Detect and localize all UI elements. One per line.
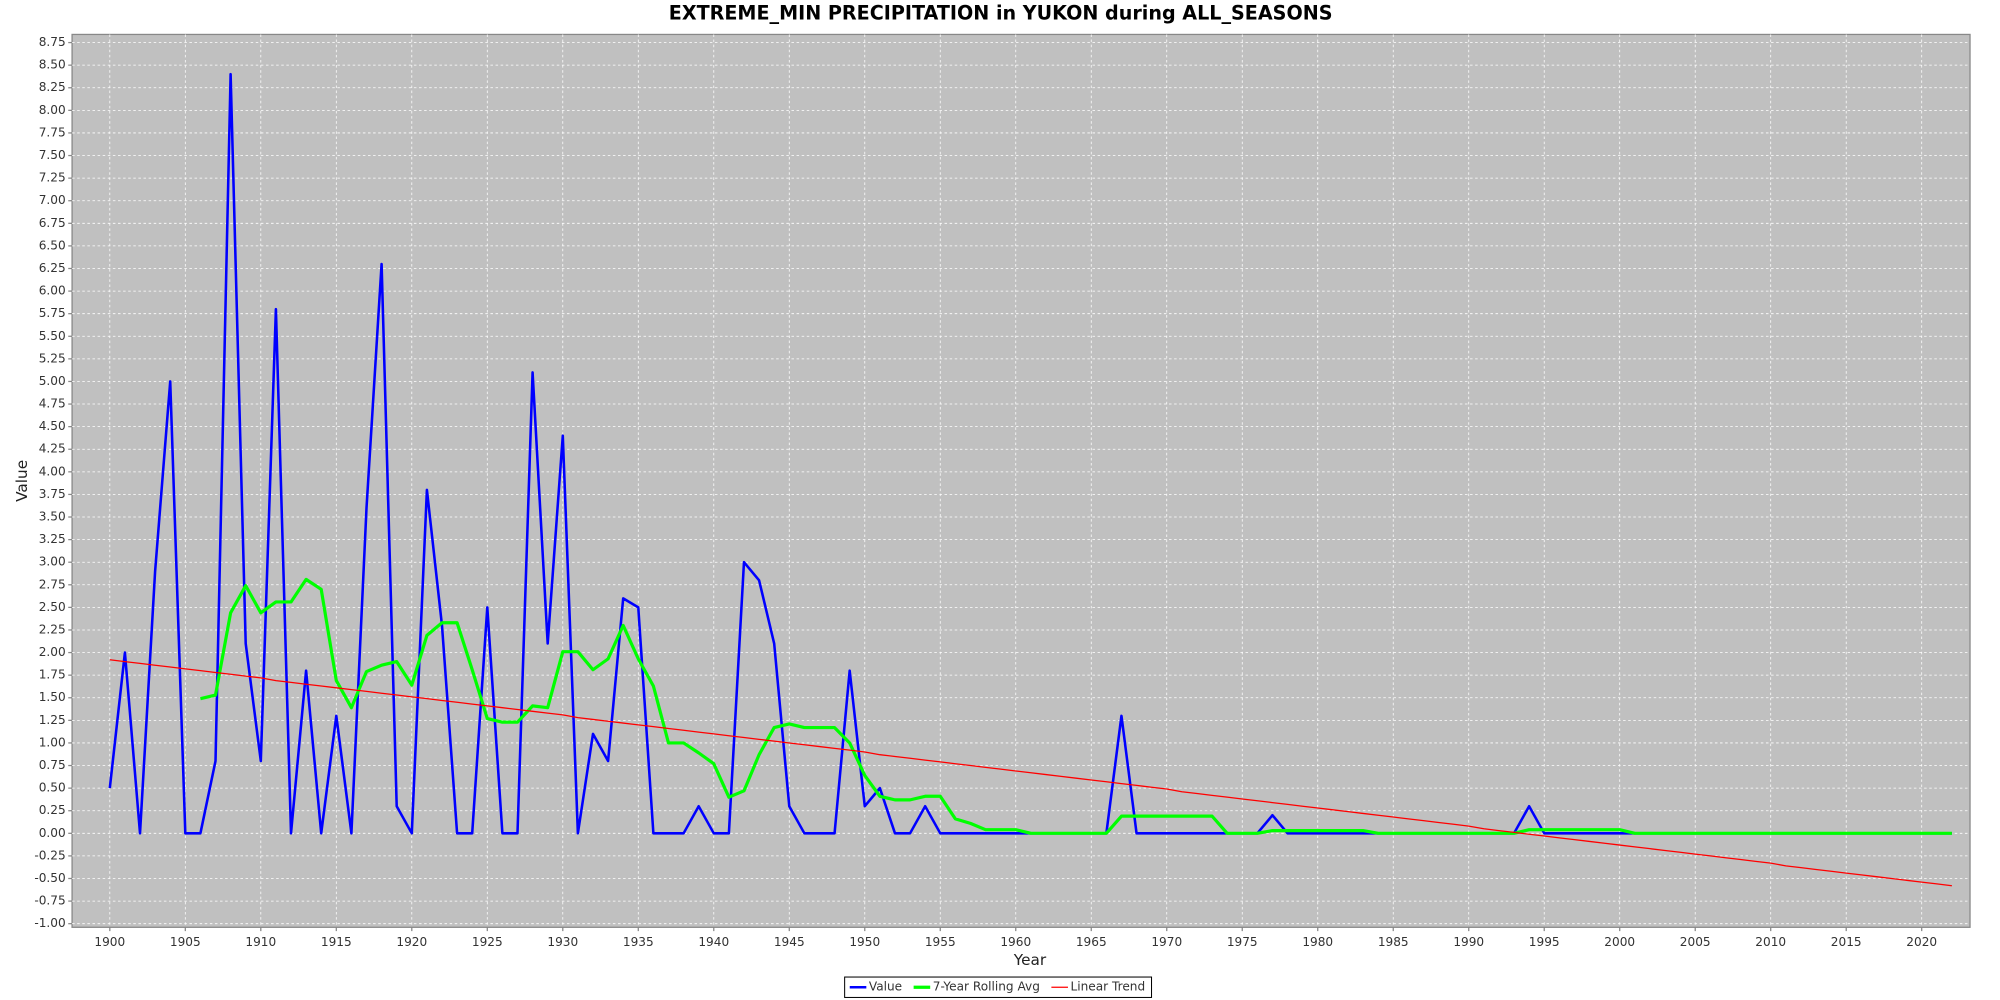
- legend: Value 7-Year Rolling Avg Linear Trend: [844, 976, 1153, 998]
- x-tick-label: 1920: [396, 935, 427, 949]
- plot-area: [71, 33, 1971, 928]
- x-tick-label: 1910: [245, 935, 276, 949]
- legend-label: Value: [869, 980, 902, 994]
- y-tick-label: 3.75: [39, 487, 66, 501]
- y-tick-label: 7.25: [39, 171, 66, 185]
- y-tick-label: -0.25: [34, 848, 65, 862]
- x-tick-label: 1990: [1453, 935, 1484, 949]
- x-tick-label: 2010: [1755, 935, 1786, 949]
- y-tick-label: 5.25: [39, 351, 66, 365]
- x-tick-label: 1940: [698, 935, 729, 949]
- x-tick-label: 1970: [1151, 935, 1182, 949]
- x-tick-label: 2015: [1831, 935, 1862, 949]
- y-tick-label: 2.00: [39, 645, 66, 659]
- y-tick-label: 4.25: [39, 442, 66, 456]
- y-tick-label: 7.50: [39, 148, 66, 162]
- legend-label: Linear Trend: [1071, 980, 1146, 994]
- x-tick-label: 1950: [849, 935, 880, 949]
- chart-title: EXTREME_MIN PRECIPITATION in YUKON durin…: [669, 2, 1333, 25]
- x-axis-label: Year: [1013, 951, 1047, 969]
- y-tick-label: 0.00: [39, 826, 66, 840]
- y-tick-label: 4.50: [39, 419, 66, 433]
- legend-box: [844, 976, 1153, 998]
- x-tick-label: 1980: [1302, 935, 1333, 949]
- y-tick-label: 3.25: [39, 532, 66, 546]
- y-tick-label: 0.50: [39, 781, 66, 795]
- x-tick-label: 1985: [1378, 935, 1409, 949]
- y-tick-label: 3.00: [39, 555, 66, 569]
- y-tick-label: 8.50: [39, 58, 66, 72]
- series-line: [109, 659, 1952, 887]
- x-tick-label: 1900: [94, 935, 125, 949]
- y-tick-label: -0.50: [34, 871, 65, 885]
- y-tick-label: 2.50: [39, 600, 66, 614]
- y-axis-label: Value: [13, 460, 31, 502]
- x-tick-label: 2000: [1604, 935, 1635, 949]
- x-tick-label: 1945: [774, 935, 805, 949]
- x-tick-label: 2005: [1680, 935, 1711, 949]
- x-tick-label: 1955: [925, 935, 956, 949]
- y-tick-label: 6.25: [39, 261, 66, 275]
- x-tick-label: 1960: [1000, 935, 1031, 949]
- x-tick-label: 2020: [1906, 935, 1937, 949]
- series-line: [200, 577, 1952, 835]
- x-tick-label: 1925: [472, 935, 503, 949]
- y-tick-label: 1.50: [39, 690, 66, 704]
- y-tick-label: 4.75: [39, 397, 66, 411]
- y-tick-label: -0.75: [34, 894, 65, 908]
- y-tick-label: 4.00: [39, 464, 66, 478]
- y-tick-label: 5.75: [39, 306, 66, 320]
- y-tick-label: 6.50: [39, 238, 66, 252]
- x-tick-label: 1915: [321, 935, 352, 949]
- y-tick-label: 1.25: [39, 713, 66, 727]
- y-tick-label: 3.50: [39, 510, 66, 524]
- x-tick-label: 1930: [547, 935, 578, 949]
- x-tick-label: 1995: [1529, 935, 1560, 949]
- y-tick-label: 2.25: [39, 622, 66, 636]
- y-tick-label: 0.25: [39, 803, 66, 817]
- y-tick-label: 1.00: [39, 735, 66, 749]
- y-tick-label: 7.00: [39, 193, 66, 207]
- legend-label: 7-Year Rolling Avg: [933, 980, 1040, 994]
- y-tick-label: 1.75: [39, 668, 66, 682]
- y-tick-label: 2.75: [39, 577, 66, 591]
- y-tick-label: 8.75: [39, 35, 66, 49]
- y-tick-label: 8.00: [39, 103, 66, 117]
- y-tick-label: 8.25: [39, 80, 66, 94]
- y-tick-label: 7.75: [39, 125, 66, 139]
- x-tick-label: 1975: [1227, 935, 1258, 949]
- x-tick-label: 1965: [1076, 935, 1107, 949]
- y-tick-label: 5.50: [39, 329, 66, 343]
- y-tick-label: 5.00: [39, 374, 66, 388]
- y-tick-label: 6.75: [39, 216, 66, 230]
- x-tick-label: 1935: [623, 935, 654, 949]
- y-tick-label: 6.00: [39, 284, 66, 298]
- y-tick-label: 0.75: [39, 758, 66, 772]
- y-tick-label: -1.00: [34, 916, 65, 930]
- x-tick-label: 1905: [170, 935, 201, 949]
